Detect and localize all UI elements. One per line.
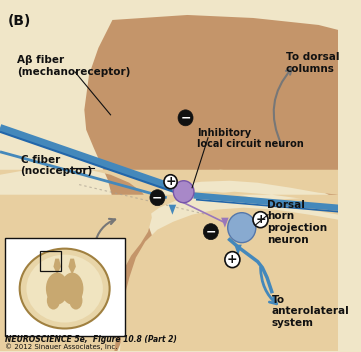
Polygon shape [221, 218, 229, 228]
Text: (B): (B) [8, 14, 31, 28]
Text: −: − [180, 111, 191, 124]
Text: To dorsal
columns: To dorsal columns [286, 52, 339, 74]
Ellipse shape [46, 272, 68, 304]
Text: Inhibitory
local circuit neuron: Inhibitory local circuit neuron [197, 128, 304, 149]
Text: −: − [152, 191, 163, 204]
Ellipse shape [69, 291, 82, 309]
Ellipse shape [61, 272, 83, 304]
Text: +: + [255, 213, 266, 226]
Polygon shape [0, 168, 338, 352]
Text: NEUROSCIENCE 5e,  Figure 10.8 (Part 2): NEUROSCIENCE 5e, Figure 10.8 (Part 2) [5, 334, 177, 344]
Ellipse shape [26, 254, 103, 322]
Polygon shape [234, 245, 242, 256]
Polygon shape [53, 259, 61, 275]
Text: −: − [205, 225, 216, 238]
Ellipse shape [47, 291, 60, 309]
Text: Dorsal
horn
projection
neuron: Dorsal horn projection neuron [267, 200, 327, 245]
Circle shape [228, 213, 256, 243]
Circle shape [253, 212, 268, 228]
Circle shape [225, 252, 240, 268]
Text: C fiber
(nociceptor): C fiber (nociceptor) [21, 155, 93, 176]
Ellipse shape [20, 249, 110, 328]
Circle shape [164, 175, 177, 189]
Circle shape [173, 181, 194, 203]
Polygon shape [169, 205, 176, 215]
Polygon shape [68, 259, 76, 275]
Circle shape [203, 224, 218, 240]
Text: To
anterolateral
system: To anterolateral system [272, 295, 349, 328]
Text: +: + [165, 175, 176, 188]
Text: © 2012 Sinauer Associates, Inc.: © 2012 Sinauer Associates, Inc. [5, 344, 117, 350]
Circle shape [150, 190, 165, 206]
Polygon shape [84, 15, 338, 352]
FancyBboxPatch shape [5, 238, 125, 335]
Text: +: + [227, 253, 238, 266]
Polygon shape [0, 192, 338, 352]
Circle shape [178, 110, 193, 126]
Text: Aβ fiber
(mechanoreceptor): Aβ fiber (mechanoreceptor) [17, 55, 130, 76]
